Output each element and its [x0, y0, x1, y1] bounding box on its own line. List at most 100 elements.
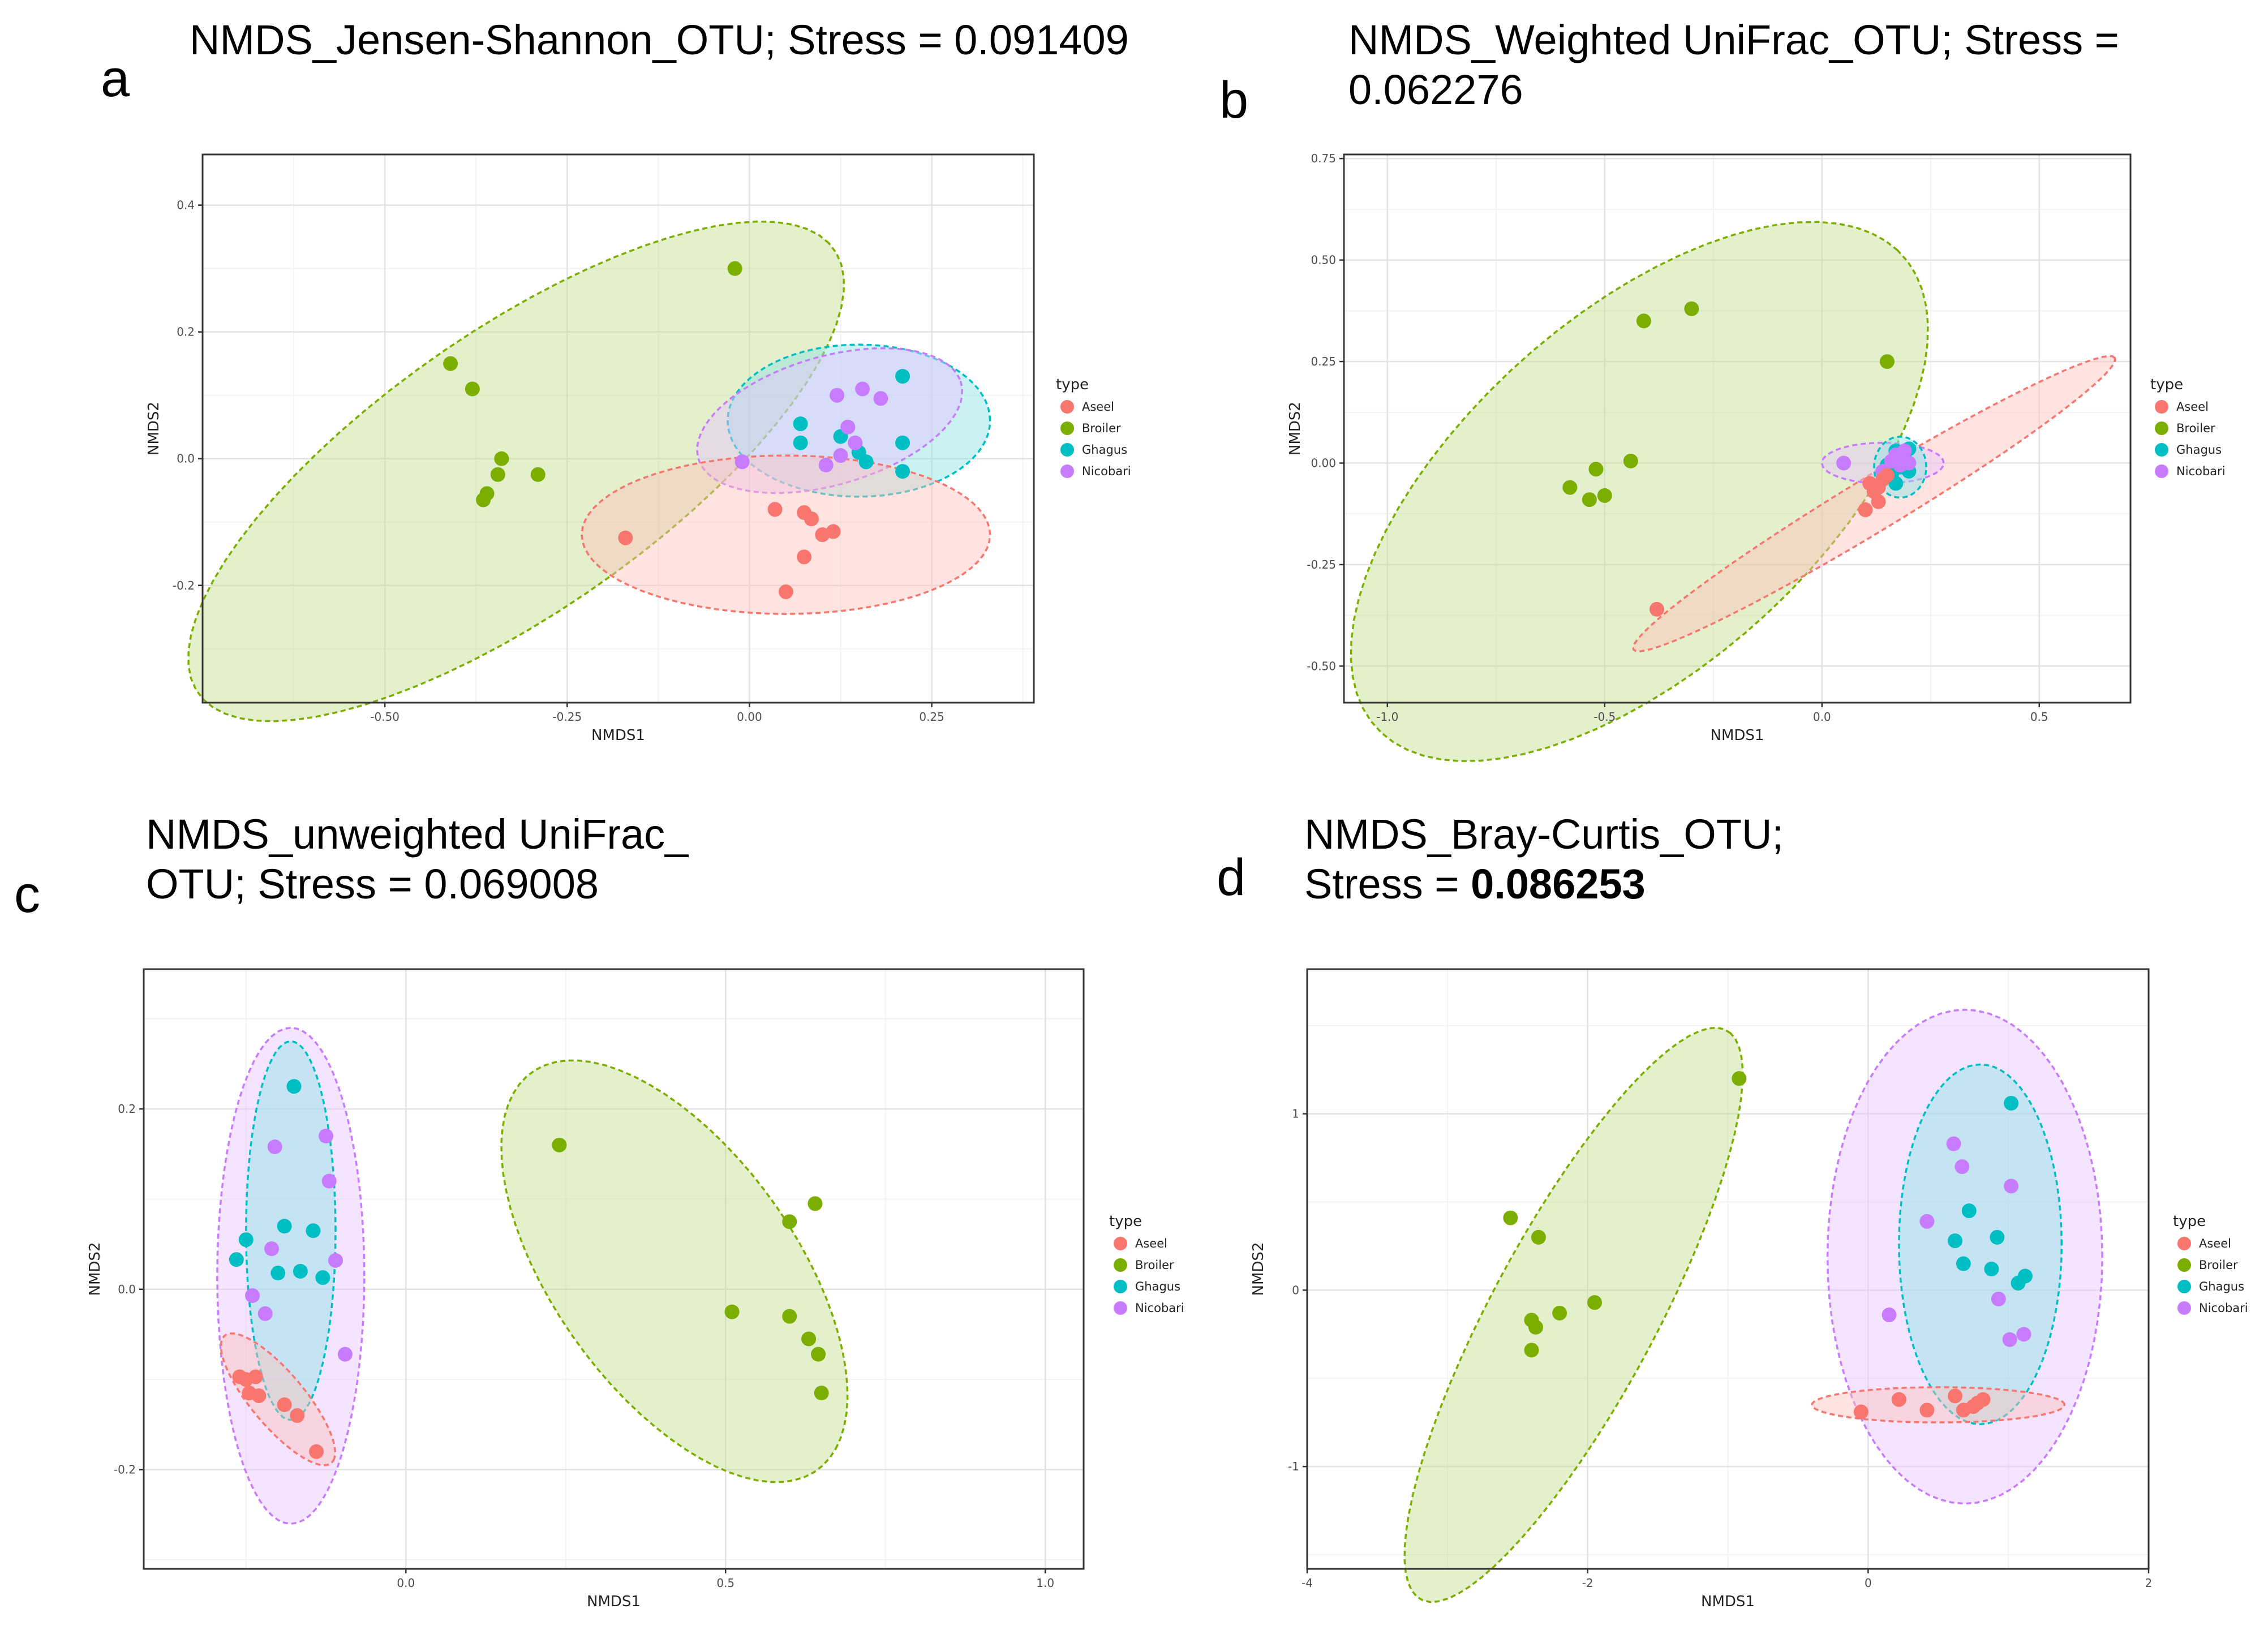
point-broiler	[807, 1196, 823, 1211]
point-ghagus	[895, 464, 910, 479]
point-ghagus	[895, 369, 910, 384]
point-broiler	[1597, 488, 1612, 503]
point-ghagus	[286, 1079, 302, 1094]
y-tick-label: 0.00	[1311, 457, 1336, 470]
point-nicobari	[264, 1241, 279, 1257]
legend-label-aseel: Aseel	[1135, 1237, 1167, 1250]
x-axis-title: NMDS1	[591, 727, 645, 744]
legend-label-broiler: Broiler	[2199, 1258, 2238, 1272]
point-nicobari	[1955, 1159, 1970, 1175]
legend-label-ghagus: Ghagus	[1082, 443, 1127, 457]
point-ghagus	[238, 1232, 254, 1248]
ellipse-broiler	[500, 1059, 849, 1483]
legend-swatch-aseel	[1060, 400, 1074, 414]
legend-swatch-nicobari	[2155, 464, 2168, 478]
point-broiler	[727, 261, 742, 276]
x-tick-label: 0.00	[737, 710, 762, 724]
point-aseel	[1858, 502, 1873, 518]
y-axis-title: NMDS2	[1287, 402, 1304, 455]
legend-swatch-nicobari	[1114, 1301, 1127, 1315]
point-nicobari	[2004, 1178, 2019, 1194]
point-broiler	[530, 467, 545, 482]
point-aseel	[277, 1397, 292, 1412]
point-ghagus	[277, 1219, 292, 1234]
point-ghagus	[1947, 1233, 1962, 1249]
x-tick-label: -4	[1301, 1576, 1313, 1590]
legend-b: type Aseel Broiler Ghagus Nicobari	[2150, 376, 2226, 478]
y-tick-label: 0.2	[118, 1102, 136, 1116]
legend-label-ghagus: Ghagus	[2199, 1280, 2244, 1293]
point-broiler	[1503, 1210, 1518, 1225]
point-broiler	[1528, 1319, 1543, 1335]
panel-a-letter: a	[101, 50, 130, 107]
point-broiler	[465, 381, 480, 397]
point-ghagus	[1956, 1256, 1971, 1271]
ellipse-broiler	[1403, 1026, 1744, 1603]
x-axis-title: NMDS1	[587, 1593, 641, 1610]
panel-d-title-prefix: Stress =	[1304, 861, 1471, 907]
legend-label-nicobari: Nicobari	[2199, 1301, 2248, 1315]
point-broiler	[1684, 301, 1699, 316]
point-broiler	[1587, 1295, 1603, 1310]
y-tick-label: 1	[1292, 1107, 1299, 1121]
point-broiler	[811, 1347, 826, 1362]
point-nicobari	[1946, 1136, 1961, 1151]
legend-label-aseel: Aseel	[2199, 1237, 2231, 1250]
point-ghagus	[895, 435, 910, 450]
legend-swatch-aseel	[2155, 400, 2168, 414]
legend-swatch-broiler	[2155, 421, 2168, 435]
point-ghagus	[229, 1252, 244, 1267]
y-tick-label: -0.50	[1307, 659, 1336, 673]
x-tick-label: -0.50	[370, 710, 400, 724]
y-tick-label: 0.0	[118, 1283, 136, 1296]
point-nicobari	[1836, 455, 1852, 471]
panel-border-b	[1343, 153, 2132, 704]
point-ghagus	[1984, 1262, 1999, 1276]
x-tick-label: 0.0	[397, 1576, 415, 1590]
point-nicobari	[328, 1253, 343, 1268]
ellipses-a	[187, 220, 991, 722]
point-aseel	[804, 511, 819, 527]
x-tick-label: -0.25	[552, 710, 582, 724]
point-nicobari	[337, 1347, 353, 1362]
point-ghagus	[293, 1263, 308, 1279]
x-tick-label: 0.0	[1813, 710, 1831, 724]
legend-swatch-aseel	[2177, 1237, 2191, 1250]
point-aseel	[1947, 1388, 1962, 1404]
y-axis-title: NMDS2	[1250, 1242, 1267, 1296]
x-tick-label: 2	[2145, 1576, 2153, 1590]
legend-swatch-broiler	[1060, 421, 1074, 435]
point-broiler	[1732, 1071, 1747, 1086]
x-tick-label: 0.5	[716, 1576, 734, 1590]
x-tick-label: -0.5	[1593, 710, 1616, 724]
y-tick-label: 0.0	[177, 452, 195, 466]
gridlines-c	[144, 969, 1084, 1569]
y-axis-title: NMDS2	[87, 1242, 104, 1296]
points-d	[1503, 1071, 2033, 1419]
point-ghagus	[270, 1266, 286, 1281]
point-nicobari	[1891, 449, 1906, 464]
point-ghagus	[2011, 1275, 2026, 1291]
point-nicobari	[818, 457, 834, 472]
legend-label-aseel: Aseel	[1082, 400, 1114, 414]
gridlines-a	[203, 154, 1034, 703]
panel-d-title-line-1: NMDS_Bray-Curtis_OTU;	[1304, 811, 1784, 858]
chart-panel-b: -1.0 -0.5 0.0 0.5 -0.50 -0.25 0.00 0.25 0.50 0.75…	[1287, 152, 2226, 762]
point-aseel	[815, 527, 830, 543]
point-broiler	[1588, 462, 1604, 477]
point-broiler	[1524, 1343, 1539, 1358]
legend-title: type	[1109, 1213, 1142, 1230]
points-c	[229, 1079, 829, 1459]
x-tick-label: 0.5	[2030, 710, 2048, 724]
point-nicobari	[245, 1288, 260, 1304]
point-nicobari	[848, 435, 863, 450]
legend-label-nicobari: Nicobari	[2176, 464, 2226, 478]
x-tick-label: 0	[1865, 1576, 1872, 1590]
point-aseel	[238, 1372, 254, 1387]
panel-c-title-line-1: NMDS_unweighted UniFrac_	[146, 811, 689, 858]
y-tick-label: -0.2	[114, 1463, 136, 1477]
legend-label-broiler: Broiler	[1135, 1258, 1174, 1272]
panel-d-letter: d	[1217, 849, 1245, 906]
axes-a: -0.50 -0.25 0.00 0.25 -0.2 0.0 0.2 0.4 NMDS1 NMDS…	[145, 199, 944, 744]
